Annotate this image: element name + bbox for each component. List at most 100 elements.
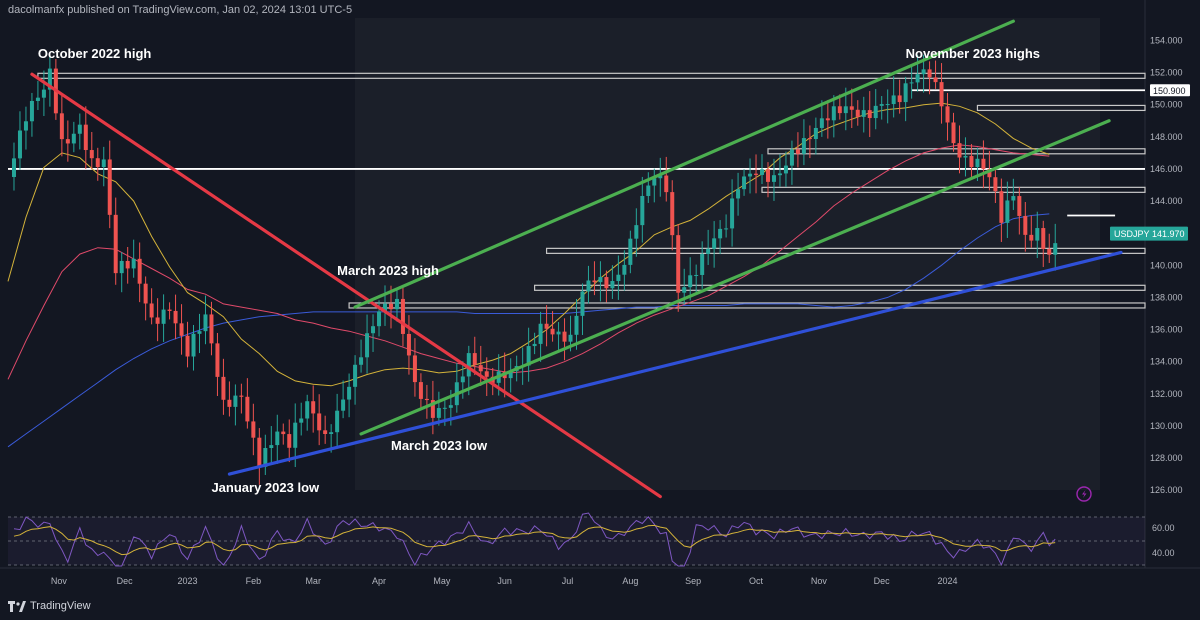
time-tick-label: Sep: [685, 576, 701, 586]
time-tick-label: May: [433, 576, 451, 586]
chart-annotation: March 2023 high: [337, 263, 439, 278]
rsi-signal-line: [13, 524, 1056, 556]
candle-body: [269, 445, 274, 449]
candle-body: [155, 317, 160, 324]
candle-body: [47, 68, 52, 90]
candle-body: [371, 326, 376, 334]
candle-body: [981, 158, 986, 169]
snapshot-icon[interactable]: [1076, 486, 1092, 502]
price-tick-label: 128.000: [1150, 453, 1183, 463]
rsi-tick-label: 40.00: [1152, 548, 1175, 558]
candle-body: [771, 175, 776, 182]
candle-body: [323, 430, 328, 434]
candle-body: [191, 333, 196, 357]
candle-body: [760, 169, 765, 175]
time-tick-label: Oct: [749, 576, 764, 586]
candle-body: [257, 437, 262, 467]
candle-body: [670, 192, 675, 236]
candle-body: [1017, 196, 1022, 216]
candle-body: [365, 333, 370, 358]
candle-body: [837, 106, 842, 114]
candle-body: [867, 110, 872, 119]
chart-annotation: November 2023 highs: [906, 46, 1040, 61]
chart-annotations: October 2022 high November 2023 highs Marc…: [38, 46, 1040, 495]
price-level-band: [767, 148, 1146, 155]
candle-body: [1053, 243, 1058, 255]
candle-body: [1029, 234, 1034, 241]
symbol-label: USDJPY: [1114, 229, 1150, 239]
time-tick-label: Dec: [117, 576, 134, 586]
candle-body: [293, 422, 298, 448]
tradingview-brand[interactable]: TradingView: [8, 600, 91, 612]
publisher-header: dacolmanfx published on TradingView.com,…: [8, 4, 353, 16]
candle-body: [1047, 248, 1052, 255]
time-tick-label: Dec: [874, 576, 891, 586]
price-axis[interactable]: 154.000 152.000 150.000 148.000 146.000 144.0…: [1144, 0, 1183, 568]
candle-body: [927, 69, 932, 78]
candle-body: [562, 331, 567, 342]
candle-body: [317, 413, 322, 431]
candle-body: [813, 127, 818, 140]
channel-lower-trendline: [359, 119, 1111, 436]
candle-body: [580, 291, 585, 316]
candle-body: [215, 343, 220, 377]
candle-body: [29, 100, 34, 122]
candle-body: [59, 113, 64, 140]
candle-body: [448, 405, 453, 408]
price-tick-label: 126.000: [1150, 485, 1183, 495]
candle-body: [765, 169, 770, 182]
price-level-band: [534, 284, 1146, 291]
price-tick-label: 140.000: [1150, 260, 1183, 270]
candle-body: [23, 121, 28, 131]
candle-body: [544, 323, 549, 329]
candle-body: [807, 138, 812, 140]
candle-body: [819, 118, 824, 128]
candle-body: [945, 106, 950, 123]
candle-body: [963, 155, 968, 158]
candle-body: [622, 264, 627, 275]
candle-body: [299, 418, 304, 423]
candle-body: [706, 248, 711, 254]
rsi-pane[interactable]: 60.00 40.00: [8, 512, 1175, 567]
candle-body: [125, 260, 130, 269]
candle-body: [933, 77, 938, 83]
price-tick-label: 148.000: [1150, 132, 1183, 142]
chart-annotation: March 2023 low: [391, 438, 488, 453]
candle-body: [95, 158, 100, 168]
candle-body: [41, 89, 46, 98]
candle-body: [412, 355, 417, 383]
candle-body: [233, 395, 238, 407]
candle-body: [676, 235, 681, 293]
candle-body: [610, 281, 615, 289]
candle-body: [400, 298, 405, 334]
candle-body: [688, 275, 693, 288]
candle-body: [550, 328, 555, 335]
candle-body: [430, 400, 435, 418]
time-axis[interactable]: Nov Dec 2023 Feb Mar Apr May Jun Jul Aug Sep Oct Nov…: [0, 567, 1200, 586]
candle-body: [436, 408, 441, 418]
candle-body: [957, 143, 962, 158]
candle-body: [921, 69, 926, 75]
candle-body: [251, 421, 256, 438]
price-tick-label: 150.000: [1150, 100, 1183, 110]
rsi-line: [13, 512, 1056, 567]
candle-body: [388, 303, 393, 310]
candle-body: [532, 343, 537, 347]
rsi-band-fill: [8, 517, 1145, 565]
candle-body: [143, 283, 148, 304]
candle-body: [915, 74, 920, 83]
time-tick-label: Apr: [372, 576, 386, 586]
time-tick-label: Jun: [497, 576, 512, 586]
candle-body: [329, 432, 334, 434]
candle-body: [574, 315, 579, 335]
chart-annotation: January 2023 low: [211, 480, 320, 495]
candle-body: [275, 431, 280, 446]
price-tick-label: 152.000: [1150, 68, 1183, 78]
candle-body: [592, 280, 597, 283]
candle-body: [903, 83, 908, 103]
candle-body: [724, 228, 729, 230]
candle-body: [167, 309, 172, 311]
trendlines[interactable]: [30, 19, 1123, 499]
price-tick-label: 132.000: [1150, 389, 1183, 399]
